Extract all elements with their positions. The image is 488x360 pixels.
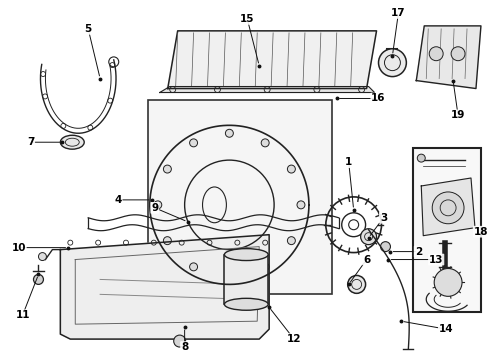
Text: 9: 9 <box>151 203 158 213</box>
Circle shape <box>39 253 46 261</box>
Circle shape <box>261 263 268 271</box>
Circle shape <box>287 237 295 245</box>
Circle shape <box>189 139 197 147</box>
Ellipse shape <box>224 249 267 261</box>
Circle shape <box>428 47 442 61</box>
Circle shape <box>163 165 171 173</box>
Text: 10: 10 <box>11 243 26 253</box>
Circle shape <box>173 335 185 347</box>
Text: 7: 7 <box>27 137 34 147</box>
Text: 2: 2 <box>414 247 421 257</box>
Polygon shape <box>167 31 376 89</box>
Text: 14: 14 <box>438 324 452 334</box>
Bar <box>412 148 480 312</box>
Text: 1: 1 <box>345 157 351 167</box>
Text: 8: 8 <box>181 342 188 352</box>
Circle shape <box>225 273 233 280</box>
Text: 11: 11 <box>15 310 30 320</box>
Circle shape <box>261 139 268 147</box>
Ellipse shape <box>224 298 267 310</box>
Text: 13: 13 <box>428 255 443 265</box>
Circle shape <box>154 201 162 209</box>
Text: 6: 6 <box>362 255 369 265</box>
Polygon shape <box>415 26 480 89</box>
Text: 5: 5 <box>84 24 92 34</box>
Circle shape <box>287 165 295 173</box>
Circle shape <box>189 263 197 271</box>
Bar <box>147 100 331 294</box>
Text: 16: 16 <box>370 94 385 103</box>
Circle shape <box>416 154 425 162</box>
Text: 15: 15 <box>240 14 254 24</box>
Circle shape <box>163 237 171 245</box>
Text: 19: 19 <box>450 111 464 120</box>
Polygon shape <box>160 86 374 93</box>
Text: 12: 12 <box>286 334 301 344</box>
Circle shape <box>296 201 305 209</box>
Circle shape <box>347 275 365 293</box>
Ellipse shape <box>60 135 84 149</box>
Circle shape <box>380 242 389 252</box>
Text: 4: 4 <box>114 195 122 205</box>
Text: 18: 18 <box>473 227 487 237</box>
Text: 3: 3 <box>379 213 386 223</box>
Circle shape <box>431 192 463 224</box>
Polygon shape <box>421 178 474 236</box>
Circle shape <box>225 129 233 137</box>
Circle shape <box>450 47 464 61</box>
Circle shape <box>378 49 406 77</box>
Circle shape <box>433 269 461 296</box>
Bar <box>224 255 267 304</box>
Circle shape <box>360 229 376 245</box>
Circle shape <box>34 274 43 284</box>
Polygon shape <box>60 235 268 339</box>
Text: 17: 17 <box>390 8 405 18</box>
